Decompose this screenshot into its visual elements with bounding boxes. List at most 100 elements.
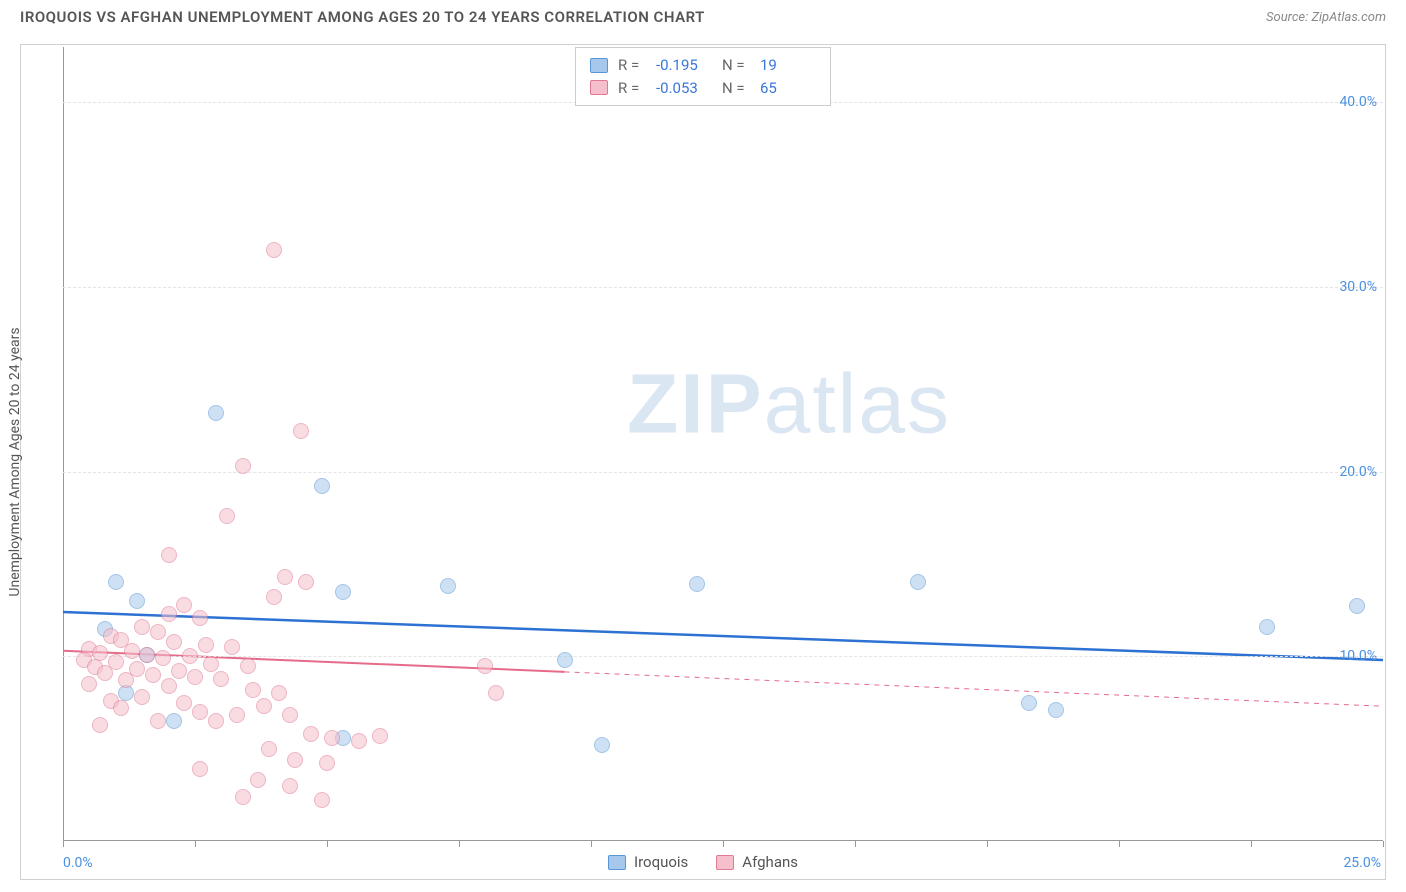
legend-label: Afghans (742, 853, 798, 871)
data-point (171, 663, 187, 679)
data-point (245, 682, 261, 698)
data-point (213, 671, 229, 687)
data-point (176, 597, 192, 613)
data-point (224, 639, 240, 655)
x-tick (723, 841, 724, 847)
data-point (129, 593, 145, 609)
data-point (134, 619, 150, 635)
data-point (166, 713, 182, 729)
gridline-h (63, 472, 1383, 473)
data-point (182, 648, 198, 664)
x-tick (63, 841, 64, 847)
data-point (118, 672, 134, 688)
data-point (208, 405, 224, 421)
stat-r-value: -0.053 (656, 77, 712, 100)
y-axis-label: Unemployment Among Ages 20 to 24 years (7, 327, 23, 596)
data-point (139, 647, 155, 663)
data-point (219, 508, 235, 524)
y-axis-line (63, 47, 64, 841)
x-tick (1119, 841, 1120, 847)
data-point (250, 772, 266, 788)
legend-swatch (608, 855, 626, 870)
chart-header: IROQUOIS VS AFGHAN UNEMPLOYMENT AMONG AG… (0, 0, 1406, 32)
data-point (150, 713, 166, 729)
data-point (594, 737, 610, 753)
data-point (192, 704, 208, 720)
data-point (108, 574, 124, 590)
data-point (229, 707, 245, 723)
plot-area: ZIPatlas 10.0%20.0%30.0%40.0% (63, 47, 1383, 841)
series-legend: IroquoisAfghans (608, 853, 798, 871)
data-point (81, 676, 97, 692)
data-point (282, 707, 298, 723)
chart-title: IROQUOIS VS AFGHAN UNEMPLOYMENT AMONG AG… (20, 8, 705, 26)
trend-line-dashed (565, 672, 1383, 706)
data-point (488, 685, 504, 701)
data-point (314, 792, 330, 808)
data-point (208, 713, 224, 729)
data-point (440, 578, 456, 594)
data-point (155, 650, 171, 666)
y-tick-label: 40.0% (1339, 94, 1377, 110)
data-point (324, 730, 340, 746)
stat-r-label: R = (618, 54, 646, 77)
data-point (92, 717, 108, 733)
data-point (235, 789, 251, 805)
data-point (335, 584, 351, 600)
chart-container: Unemployment Among Ages 20 to 24 years Z… (20, 44, 1386, 880)
data-point (198, 637, 214, 653)
data-point (298, 574, 314, 590)
x-tick-label-max: 25.0% (1343, 855, 1381, 871)
x-tick-label-min: 0.0% (63, 855, 93, 871)
data-point (113, 700, 129, 716)
stat-r-label: R = (618, 77, 646, 100)
data-point (271, 685, 287, 701)
stat-r-value: -0.195 (656, 54, 712, 77)
data-point (192, 610, 208, 626)
data-point (282, 778, 298, 794)
data-point (266, 242, 282, 258)
data-point (192, 761, 208, 777)
legend-swatch (590, 80, 608, 95)
data-point (166, 634, 182, 650)
trend-line-solid (63, 612, 1383, 660)
data-point (910, 574, 926, 590)
legend-swatch (590, 58, 608, 73)
data-point (319, 755, 335, 771)
stat-row: R = -0.053 N = 65 (590, 77, 816, 100)
data-point (235, 458, 251, 474)
data-point (287, 752, 303, 768)
data-point (256, 698, 272, 714)
data-point (1048, 702, 1064, 718)
stat-n-value: 65 (760, 77, 816, 100)
y-tick-label: 20.0% (1339, 464, 1377, 480)
data-point (303, 726, 319, 742)
x-tick (591, 841, 592, 847)
stat-n-label: N = (722, 77, 750, 100)
data-point (124, 643, 140, 659)
data-point (557, 652, 573, 668)
x-tick (855, 841, 856, 847)
gridline-h (63, 287, 1383, 288)
data-point (161, 547, 177, 563)
data-point (261, 741, 277, 757)
x-tick (1383, 841, 1384, 847)
y-tick-label: 30.0% (1339, 279, 1377, 295)
correlation-stats-box: R =-0.195N =19R =-0.053N =65 (575, 47, 831, 106)
data-point (293, 423, 309, 439)
data-point (92, 645, 108, 661)
trend-lines-svg (63, 47, 1383, 841)
legend-item: Afghans (716, 853, 798, 871)
data-point (176, 695, 192, 711)
data-point (1259, 619, 1275, 635)
gridline-h (63, 656, 1383, 657)
data-point (134, 689, 150, 705)
data-point (1021, 695, 1037, 711)
data-point (145, 667, 161, 683)
data-point (266, 589, 282, 605)
x-tick (459, 841, 460, 847)
data-point (372, 728, 388, 744)
data-point (187, 669, 203, 685)
x-tick (327, 841, 328, 847)
data-point (689, 576, 705, 592)
